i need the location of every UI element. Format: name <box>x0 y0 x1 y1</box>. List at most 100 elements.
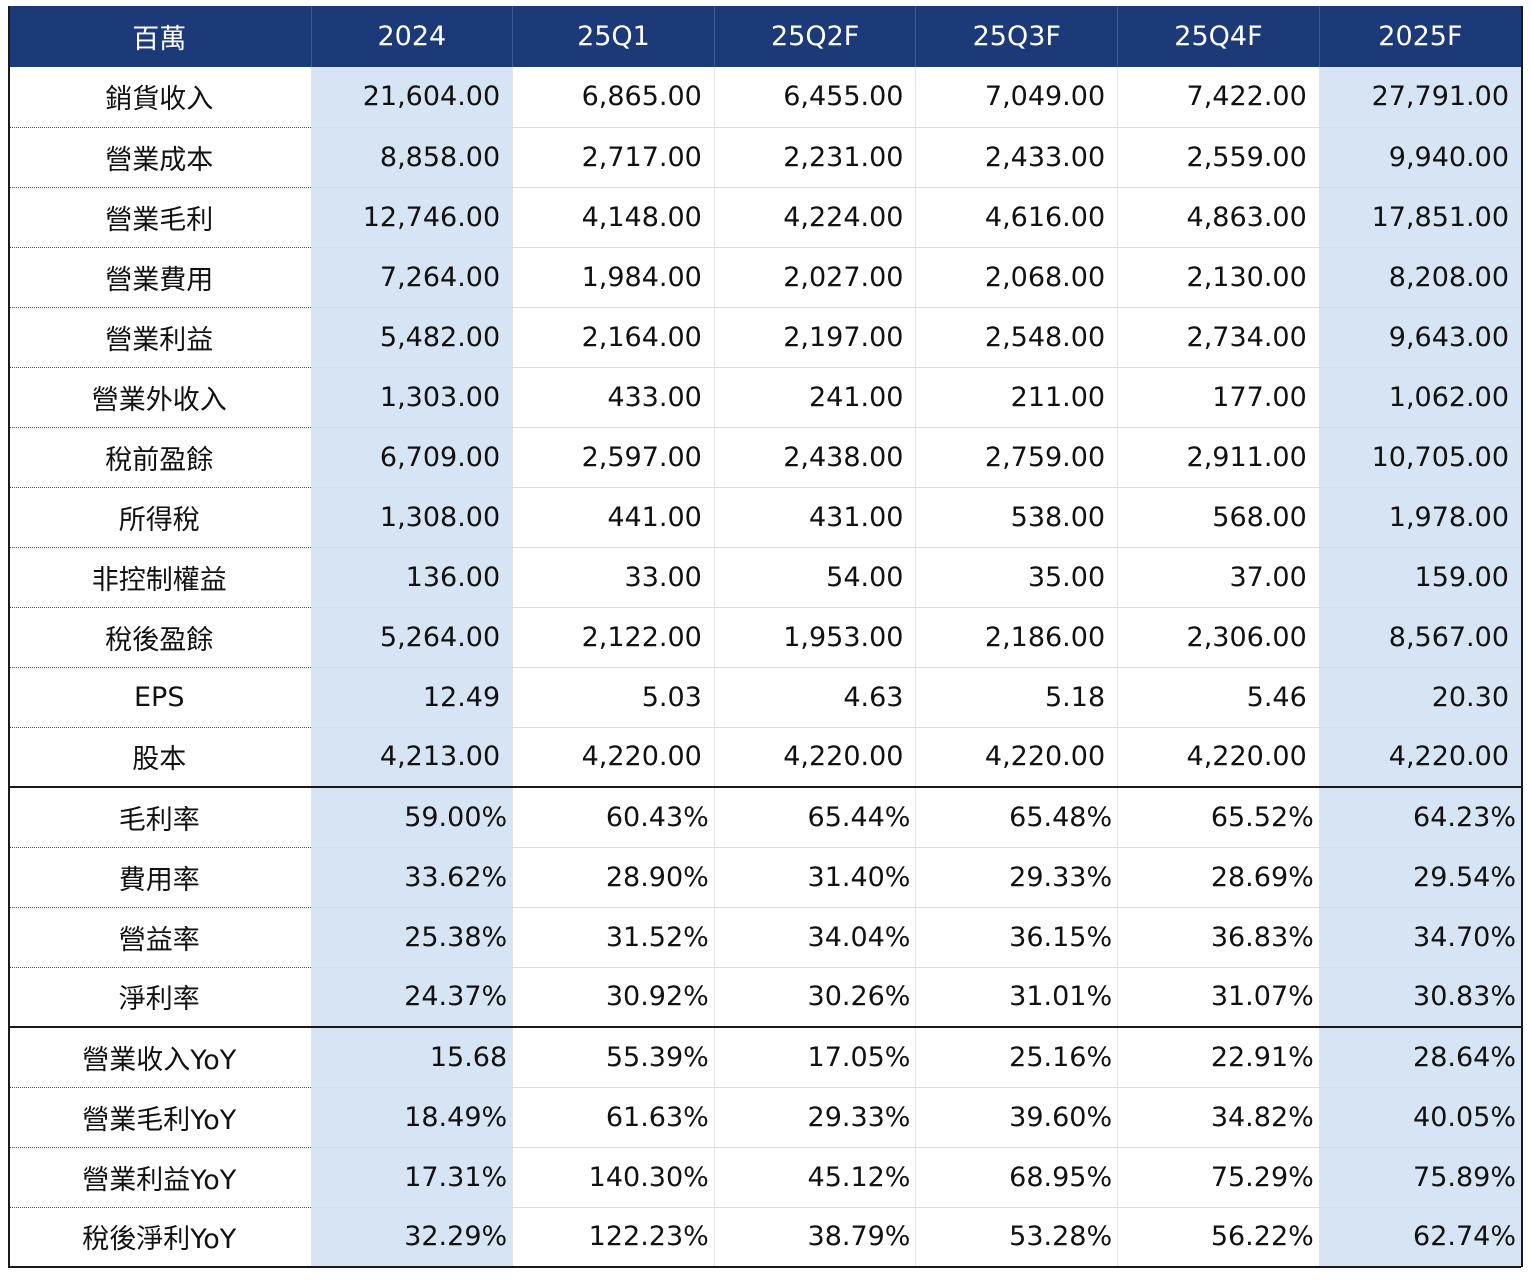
value-cell: 65.52% <box>1117 786 1320 848</box>
table-row: 營業費用 7,264.00 1,984.00 2,027.00 2,068.00 2,13… <box>8 247 1521 308</box>
value-cell: 24.37% <box>311 967 514 1027</box>
value-cell: 433.00 <box>512 367 715 428</box>
value-cell: 32.29% <box>311 1207 514 1268</box>
value-cell: 31.52% <box>512 907 715 968</box>
table-body: 銷貨收入 21,604.00 6,865.00 6,455.00 7,049.00 7,4… <box>8 67 1521 1268</box>
value-cell: 61.63% <box>512 1087 715 1148</box>
value-cell: 2,734.00 <box>1117 307 1320 368</box>
value-cell: 6,709.00 <box>311 427 514 488</box>
value-cell: 2,130.00 <box>1117 247 1320 308</box>
value-cell: 34.82% <box>1117 1087 1320 1148</box>
value-cell: 4,863.00 <box>1117 187 1320 248</box>
value-cell: 568.00 <box>1117 487 1320 548</box>
header-period-25q1: 25Q1 <box>512 6 715 67</box>
value-cell: 2,717.00 <box>512 127 715 188</box>
value-cell: 136.00 <box>311 547 514 608</box>
value-cell: 40.05% <box>1319 1087 1521 1148</box>
row-label: 營業外收入 <box>8 367 312 428</box>
value-cell: 30.26% <box>714 967 917 1027</box>
table-row: 營業收入YoY 15.68 55.39% 17.05% 25.16% 22.91% 28.6… <box>8 1026 1521 1088</box>
table-row: 營益率 25.38% 31.52% 34.04% 36.15% 36.83% 34.70% <box>8 907 1521 968</box>
value-cell: 4,220.00 <box>512 727 715 787</box>
value-cell: 6,455.00 <box>714 67 917 128</box>
value-cell: 36.15% <box>915 907 1119 968</box>
value-cell: 8,208.00 <box>1319 247 1521 308</box>
table-row: 銷貨收入 21,604.00 6,865.00 6,455.00 7,049.00 7,4… <box>8 67 1521 128</box>
value-cell: 2,068.00 <box>915 247 1119 308</box>
value-cell: 2,548.00 <box>915 307 1119 368</box>
value-cell: 59.00% <box>311 786 514 848</box>
value-cell: 17.31% <box>311 1147 514 1208</box>
value-cell: 8,858.00 <box>311 127 514 188</box>
value-cell: 140.30% <box>512 1147 715 1208</box>
value-cell: 2,164.00 <box>512 307 715 368</box>
value-cell: 431.00 <box>714 487 917 548</box>
value-cell: 4.63 <box>714 667 917 728</box>
value-cell: 2,597.00 <box>512 427 715 488</box>
header-row: 百萬 2024 25Q1 25Q2F 25Q3F 25Q4F 2025F <box>8 6 1521 67</box>
value-cell: 17,851.00 <box>1319 187 1521 248</box>
table-row: 營業外收入 1,303.00 433.00 241.00 211.00 177.00 1,0… <box>8 367 1521 428</box>
value-cell: 2,559.00 <box>1117 127 1320 188</box>
value-cell: 9,940.00 <box>1319 127 1521 188</box>
value-cell: 2,759.00 <box>915 427 1119 488</box>
value-cell: 4,213.00 <box>311 727 514 787</box>
row-label: 營業利益YoY <box>8 1147 312 1208</box>
value-cell: 1,303.00 <box>311 367 514 428</box>
value-cell: 28.90% <box>512 847 715 908</box>
value-cell: 64.23% <box>1319 786 1521 848</box>
value-cell: 211.00 <box>915 367 1119 428</box>
table-row: 股本 4,213.00 4,220.00 4,220.00 4,220.00 4,220.… <box>8 727 1521 787</box>
value-cell: 36.83% <box>1117 907 1320 968</box>
value-cell: 56.22% <box>1117 1207 1320 1268</box>
value-cell: 12.49 <box>311 667 514 728</box>
value-cell: 15.68 <box>311 1026 514 1088</box>
value-cell: 68.95% <box>915 1147 1119 1208</box>
value-cell: 65.48% <box>915 786 1119 848</box>
value-cell: 4,220.00 <box>1117 727 1320 787</box>
value-cell: 5.03 <box>512 667 715 728</box>
value-cell: 4,616.00 <box>915 187 1119 248</box>
table-row: 淨利率 24.37% 30.92% 30.26% 31.01% 31.07% 30.83% <box>8 967 1521 1027</box>
table-row: 所得稅 1,308.00 441.00 431.00 538.00 568.00 1,978… <box>8 487 1521 548</box>
value-cell: 31.01% <box>915 967 1119 1027</box>
value-cell: 6,865.00 <box>512 67 715 128</box>
value-cell: 441.00 <box>512 487 715 548</box>
value-cell: 75.29% <box>1117 1147 1320 1208</box>
value-cell: 4,220.00 <box>915 727 1119 787</box>
value-cell: 29.33% <box>714 1087 917 1148</box>
value-cell: 8,567.00 <box>1319 607 1521 668</box>
table-row: 營業毛利YoY 18.49% 61.63% 29.33% 39.60% 34.82% 40.… <box>8 1087 1521 1148</box>
value-cell: 17.05% <box>714 1026 917 1088</box>
financial-table: 百萬 2024 25Q1 25Q2F 25Q3F 25Q4F 2025F 銷貨收入 21,60… <box>8 6 1521 1268</box>
value-cell: 29.33% <box>915 847 1119 908</box>
row-label: 營益率 <box>8 907 312 968</box>
value-cell: 53.28% <box>915 1207 1119 1268</box>
value-cell: 122.23% <box>512 1207 715 1268</box>
row-label: 營業利益 <box>8 307 312 368</box>
value-cell: 5.46 <box>1117 667 1320 728</box>
value-cell: 20.30 <box>1319 667 1521 728</box>
table-row: 非控制權益 136.00 33.00 54.00 35.00 37.00 159.00 <box>8 547 1521 608</box>
value-cell: 30.83% <box>1319 967 1521 1027</box>
value-cell: 7,422.00 <box>1117 67 1320 128</box>
value-cell: 25.16% <box>915 1026 1119 1088</box>
row-label: 稅後淨利YoY <box>8 1207 312 1268</box>
row-label: 營業毛利YoY <box>8 1087 312 1148</box>
value-cell: 60.43% <box>512 786 715 848</box>
value-cell: 5.18 <box>915 667 1119 728</box>
value-cell: 31.40% <box>714 847 917 908</box>
value-cell: 1,978.00 <box>1319 487 1521 548</box>
value-cell: 27,791.00 <box>1319 67 1521 128</box>
value-cell: 31.07% <box>1117 967 1320 1027</box>
value-cell: 39.60% <box>915 1087 1119 1148</box>
value-cell: 5,264.00 <box>311 607 514 668</box>
value-cell: 2,231.00 <box>714 127 917 188</box>
value-cell: 538.00 <box>915 487 1119 548</box>
value-cell: 25.38% <box>311 907 514 968</box>
value-cell: 55.39% <box>512 1026 715 1088</box>
table-row: 稅後盈餘 5,264.00 2,122.00 1,953.00 2,186.00 2,30… <box>8 607 1521 668</box>
value-cell: 159.00 <box>1319 547 1521 608</box>
row-label: 營業費用 <box>8 247 312 308</box>
table-row: 營業成本 8,858.00 2,717.00 2,231.00 2,433.00 2,55… <box>8 127 1521 188</box>
